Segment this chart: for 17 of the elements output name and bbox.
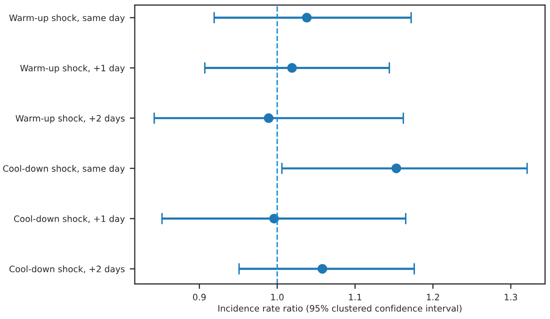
y-tick-label: Warm-up shock, +1 day — [20, 64, 125, 74]
y-tick-label: Cool-down shock, +2 days — [9, 266, 125, 274]
x-tick-label: 1.3 — [504, 294, 518, 300]
x-tick-label: 1.2 — [426, 294, 440, 300]
x-tick-label: 1.1 — [349, 294, 362, 300]
point — [302, 12, 312, 23]
y-tick-label: Warm-up shock, +2 days — [16, 114, 125, 124]
y-tick-label: Cool-down shock, +1 day — [14, 215, 125, 224]
y-tick-label: Warm-up shock, same day — [9, 14, 125, 23]
y-tick-label: Cool-down shock, same day — [3, 165, 125, 174]
x-tick-label: 1.0 — [271, 294, 284, 300]
x-axis-title: Incidence rate ratio (95% clustered confidence interval) — [218, 304, 462, 313]
x-tick-label: 0.9 — [192, 294, 206, 300]
point — [264, 113, 274, 123]
point — [318, 264, 328, 274]
point — [287, 63, 297, 73]
point — [391, 164, 402, 174]
